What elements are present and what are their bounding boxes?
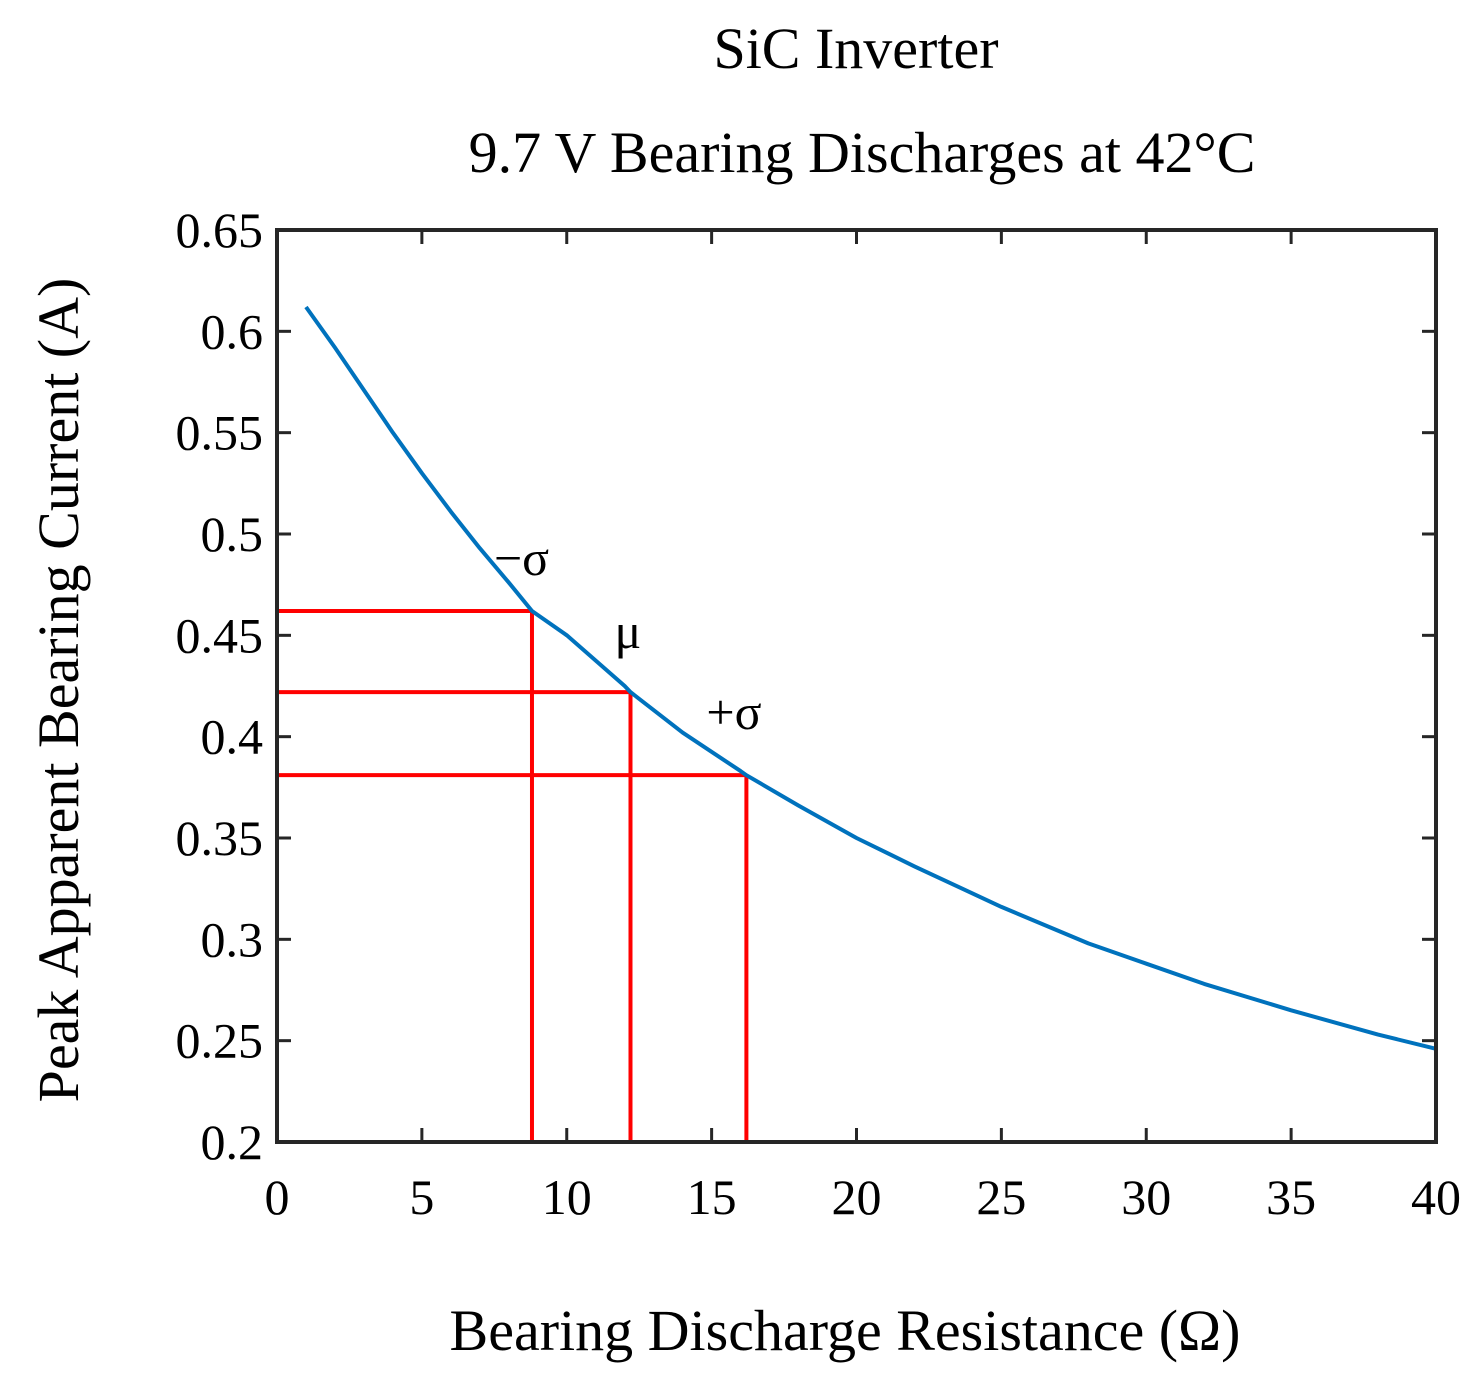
marker-label-2: +σ [706,684,761,740]
x-tick-label-6: 30 [1121,1169,1171,1225]
y-tick-label-7: 0.55 [176,405,264,461]
x-tick-label-3: 15 [687,1169,737,1225]
y-tick-label-0: 0.2 [201,1114,264,1170]
x-tick-label-5: 25 [976,1169,1026,1225]
x-axis-label: Bearing Discharge Resistance (Ω) [450,1298,1241,1363]
y-tick-label-8: 0.6 [201,303,264,359]
axes-box [275,228,1438,1144]
x-tick-label-2: 10 [542,1169,592,1225]
x-tick-label-1: 5 [409,1169,434,1225]
y-tick-label-3: 0.35 [176,810,264,866]
x-tick-label-0: 0 [265,1169,290,1225]
y-tick-label-5: 0.45 [176,607,264,663]
y-tick-label-6: 0.5 [201,506,264,562]
y-tick-label-1: 0.25 [176,1013,264,1069]
marker-label-1: μ [614,603,641,659]
chart-title-line-2: 9.7 V Bearing Discharges at 42°C [469,120,1256,185]
chart-title-line-1: SiC Inverter [713,16,998,81]
x-tick-label-4: 20 [832,1169,882,1225]
y-tick-label-2: 0.3 [201,911,264,967]
series-line-0 [304,305,1437,1051]
y-axis-label: Peak Apparent Bearing Current (A) [26,278,91,1103]
marker-label-0: −σ [494,530,549,586]
y-tick-label-4: 0.4 [201,709,264,765]
x-tick-label-7: 35 [1266,1169,1316,1225]
plot-area: −σ μ +σ 0 5 10 15 20 25 30 35 40 0.2 0.25 0.3 0.35 0.4 0.… [176,202,1462,1225]
x-tick-label-8: 40 [1411,1169,1461,1225]
y-tick-label-9: 0.65 [176,202,264,258]
